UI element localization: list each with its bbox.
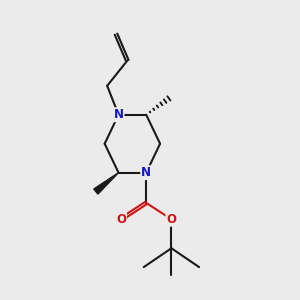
Text: O: O [167, 213, 176, 226]
Text: O: O [116, 213, 126, 226]
Text: N: N [113, 108, 124, 121]
Text: N: N [141, 166, 151, 179]
Polygon shape [94, 173, 118, 194]
